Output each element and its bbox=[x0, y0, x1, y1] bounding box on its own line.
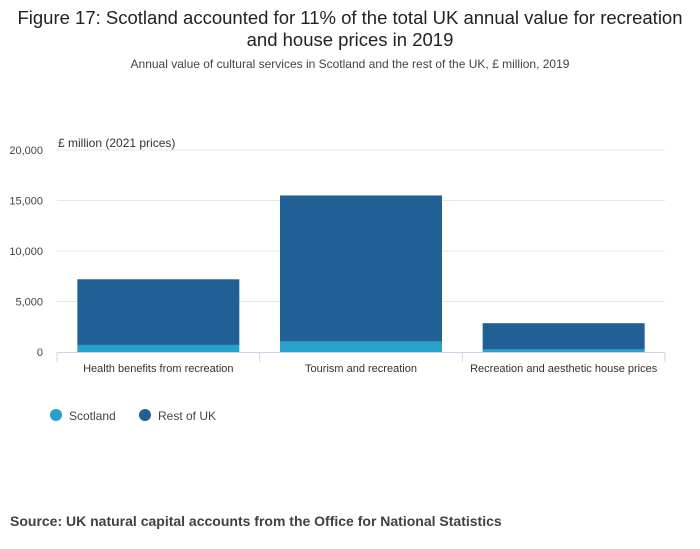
y-tick-label: 10,000 bbox=[9, 246, 43, 258]
bar-rest-of-uk bbox=[77, 279, 240, 345]
x-tick-label: Recreation and aesthetic house prices bbox=[470, 363, 658, 375]
legend-marker-scotland bbox=[50, 409, 62, 421]
legend-marker-rest-of-uk bbox=[139, 409, 151, 421]
y-tick-label: 15,000 bbox=[9, 196, 43, 208]
chart-subtitle: Annual value of cultural services in Sco… bbox=[130, 57, 570, 71]
bar-rest-of-uk bbox=[280, 195, 442, 342]
x-tick-label: Tourism and recreation bbox=[305, 363, 417, 375]
source-note: Source: UK natural capital accounts from… bbox=[10, 513, 502, 529]
bar-scotland bbox=[280, 341, 442, 352]
bar-scotland bbox=[482, 349, 645, 352]
bar-scotland bbox=[77, 344, 240, 352]
x-tick-label: Health benefits from recreation bbox=[83, 363, 233, 375]
bar-rest-of-uk bbox=[482, 323, 645, 350]
y-tick-label: 5,000 bbox=[15, 297, 43, 309]
y-axis-label: £ million (2021 prices) bbox=[58, 136, 175, 150]
legend-label: Rest of UK bbox=[158, 409, 216, 423]
y-tick-label: 0 bbox=[37, 347, 43, 359]
legend-label: Scotland bbox=[69, 409, 116, 423]
y-tick-label: 20,000 bbox=[9, 145, 43, 157]
chart-title: Figure 17: Scotland accounted for 11% of… bbox=[17, 7, 683, 50]
